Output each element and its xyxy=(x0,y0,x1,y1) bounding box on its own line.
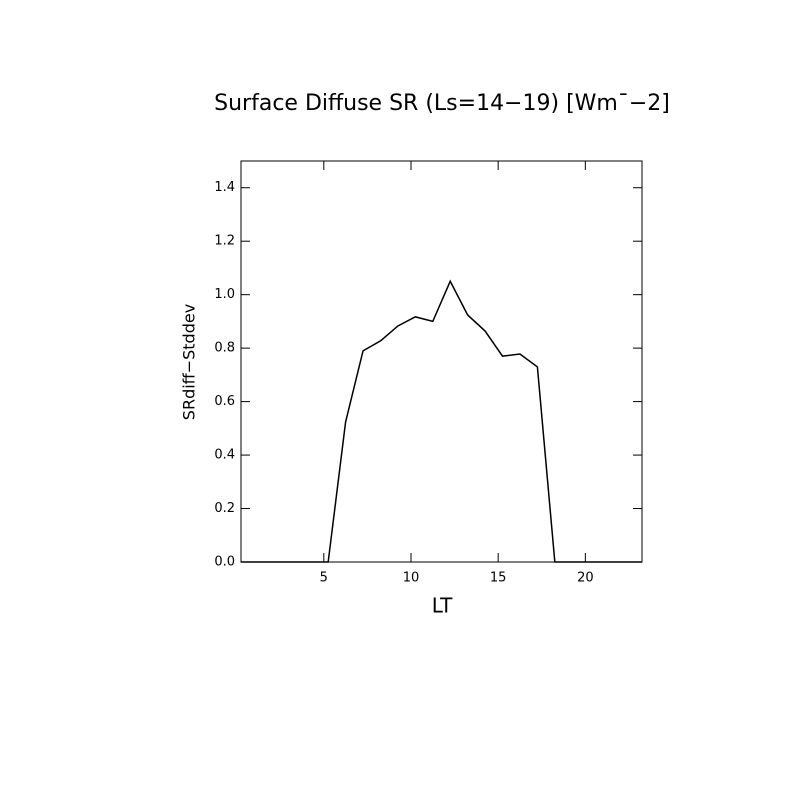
y-tick-label: 0.0 xyxy=(214,555,235,570)
y-tick-label: 1.2 xyxy=(214,234,235,249)
x-tick-label: 20 xyxy=(577,571,594,586)
y-tick-label: 0.4 xyxy=(214,448,235,463)
y-axis-label: SRdiff−Stddev xyxy=(180,304,199,420)
x-tick-label: 10 xyxy=(403,571,420,586)
y-tick-label: 1.4 xyxy=(214,180,235,195)
y-tick-label: 0.2 xyxy=(214,501,235,516)
y-tick-label: 0.6 xyxy=(214,394,235,409)
chart-title: Surface Diffuse SR (Ls=14−19) [Wm¯−2] xyxy=(214,91,670,116)
x-axis-label: LT xyxy=(432,594,453,618)
y-tick-label: 0.8 xyxy=(214,341,235,356)
y-tick-label: 1.0 xyxy=(214,287,235,302)
x-tick-label: 5 xyxy=(320,571,328,586)
plot-frame xyxy=(240,160,643,563)
x-tick-label: 15 xyxy=(490,571,507,586)
line xyxy=(241,279,642,563)
